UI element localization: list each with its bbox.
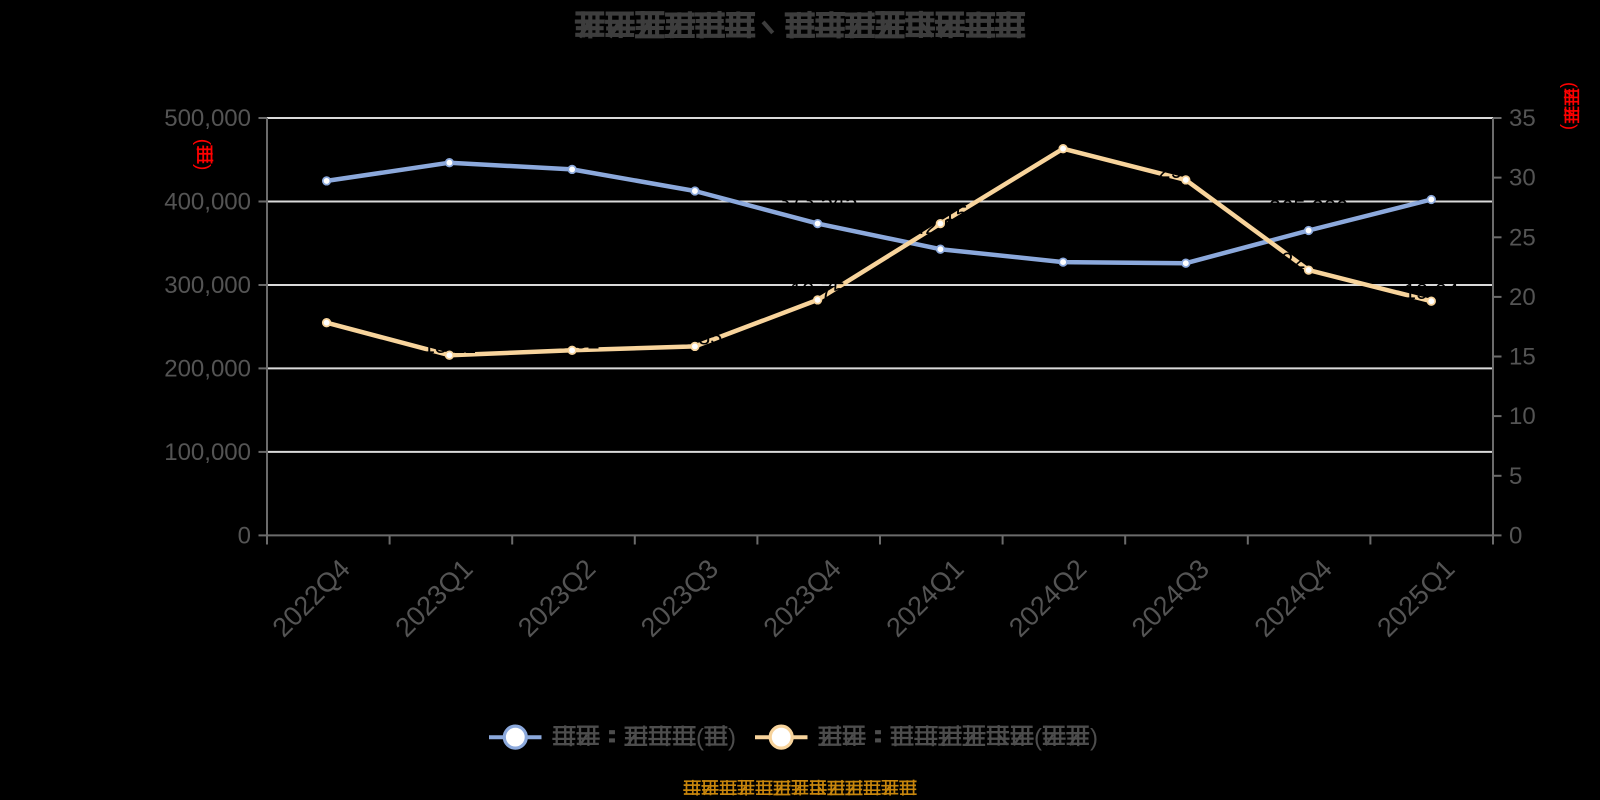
svg-text:100,000: 100,000: [164, 439, 251, 466]
svg-text:): ): [192, 164, 213, 170]
svg-text:200,000: 200,000: [164, 355, 251, 382]
svg-text:446,966: 446,966: [410, 128, 490, 153]
svg-text:): ): [728, 725, 736, 752]
svg-text:400,000: 400,000: [164, 189, 251, 216]
svg-text:365,280: 365,280: [1269, 196, 1349, 221]
svg-text:326,106: 326,106: [1146, 228, 1226, 253]
svg-text:500,000: 500,000: [164, 105, 251, 132]
svg-text:35: 35: [1509, 105, 1536, 132]
svg-text:424,764: 424,764: [287, 146, 367, 171]
svg-text:15: 15: [1509, 344, 1536, 371]
svg-text:300,000: 300,000: [164, 272, 251, 299]
svg-text:30: 30: [1509, 165, 1536, 192]
svg-text:0: 0: [1509, 522, 1522, 549]
svg-text:(: (: [1034, 725, 1042, 752]
svg-text:5: 5: [1509, 463, 1522, 490]
svg-text:(: (: [696, 725, 704, 752]
svg-text:20: 20: [1509, 284, 1536, 311]
svg-text:(: (: [1560, 82, 1580, 88]
svg-text:373,545: 373,545: [778, 189, 858, 214]
svg-text:413,042: 413,042: [655, 156, 735, 181]
svg-text:438,934: 438,934: [532, 134, 612, 159]
svg-text:10: 10: [1509, 403, 1536, 430]
svg-text:402,432: 402,432: [1392, 165, 1472, 190]
svg-text:327,424: 327,424: [1023, 227, 1103, 252]
svg-text:): ): [1560, 124, 1580, 130]
svg-text:25: 25: [1509, 224, 1536, 251]
svg-text:0: 0: [238, 522, 251, 549]
svg-text:): ): [1090, 725, 1098, 752]
svg-text:(: (: [192, 139, 213, 146]
